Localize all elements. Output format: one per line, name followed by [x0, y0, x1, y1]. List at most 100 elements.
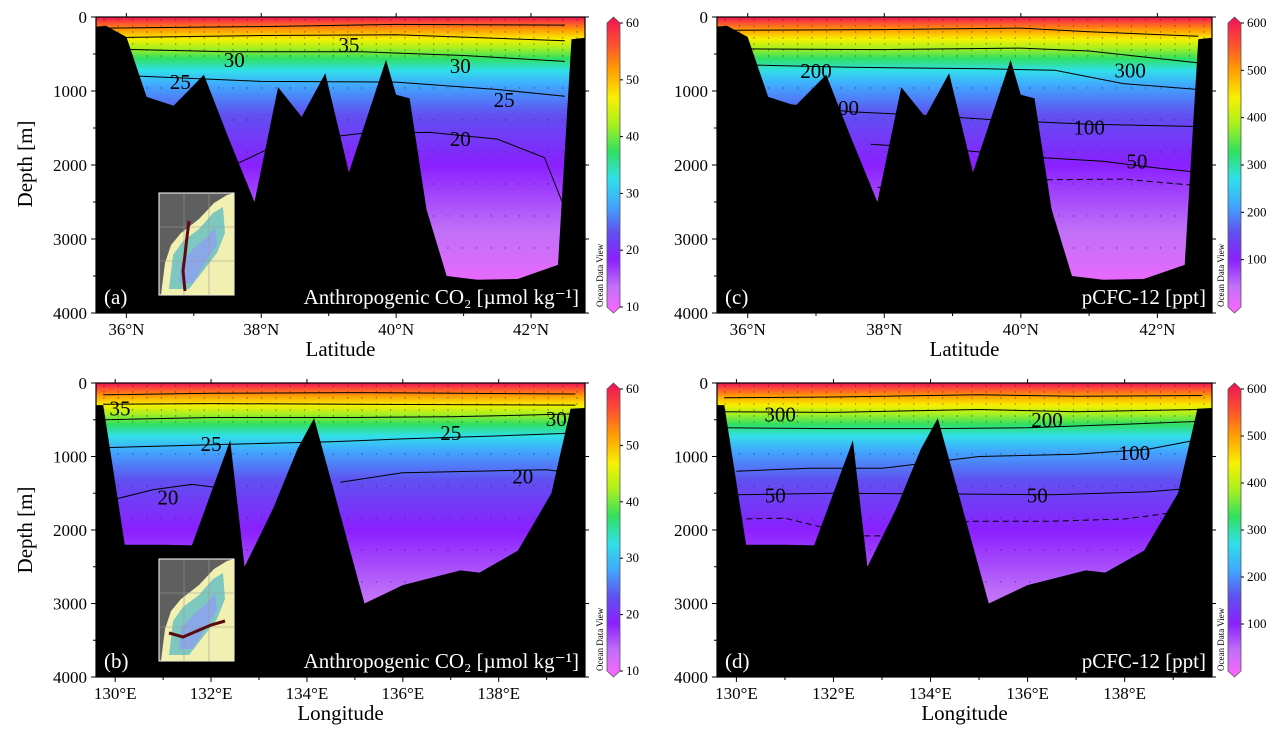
section-track — [168, 619, 226, 639]
contour-20 — [115, 483, 216, 500]
bathymetry — [717, 405, 1212, 677]
x-tick-label: 136°E — [1006, 684, 1049, 703]
y-tick-label: 0 — [79, 8, 88, 27]
contour-400 — [727, 27, 1199, 37]
contour-40 — [103, 392, 576, 396]
x-tick-label: 132°E — [190, 684, 233, 703]
x-tick-label: 130°E — [715, 684, 758, 703]
contour-label: 30 — [546, 407, 567, 431]
panel-letter: (a) — [104, 285, 127, 309]
x-tick-label: 40°N — [1003, 320, 1039, 339]
panel-c: 200 300 100 100 50 (c) pCFC-12 [ppt] 0 1000 2000 3… — [674, 8, 1267, 361]
y-tick-label: 4000 — [674, 668, 708, 687]
panel-caption: Anthropogenic CO₂ [µmol kg⁻¹] — [304, 285, 579, 309]
contour-label: 35 — [338, 33, 359, 57]
panel-caption: pCFC-12 [ppt] — [1082, 285, 1206, 309]
contour-label: 25 — [494, 88, 515, 112]
colorbar-tick-label: 40 — [626, 129, 639, 144]
contour-200 — [724, 420, 1203, 430]
x-tick-label: 40°N — [378, 320, 414, 339]
y-tick-label: 4000 — [53, 304, 87, 323]
contour-30 — [103, 413, 576, 421]
colorbar-tick-label: 400 — [1247, 110, 1267, 125]
panel-a: 30 35 30 25 25 20 (a) Anthropogenic CO₂ [µmol k… — [53, 8, 639, 361]
panel-caption: Anthropogenic CO₂ [µmol kg⁻¹] — [304, 649, 579, 673]
odv-watermark: Ocean Data View — [1216, 243, 1226, 307]
contour-50 — [736, 486, 1203, 496]
y-tick-label: 2000 — [674, 521, 708, 540]
colorbar-tick-label: 50 — [626, 437, 639, 452]
contour-25 — [106, 74, 565, 97]
y-tick-label: 3000 — [674, 595, 708, 614]
odv-watermark: Ocean Data View — [595, 607, 605, 671]
colorbar-tick-label: 600 — [1247, 15, 1267, 30]
x-tick-label: 42°N — [1139, 320, 1175, 339]
x-axis-title: Longitude — [921, 701, 1007, 725]
inset-map — [158, 192, 235, 296]
y-tick-label: 1000 — [53, 448, 87, 467]
contour-20 — [736, 508, 1198, 537]
contour-label: 30 — [224, 48, 245, 72]
colorbar-tick-label: 500 — [1247, 428, 1267, 443]
colorbar-tick-label: 40 — [626, 494, 639, 509]
contour-label: 25 — [170, 70, 191, 94]
contour-25 — [103, 432, 576, 449]
y-axis-title-top: Depth [m] — [13, 121, 37, 208]
bathymetry — [717, 25, 1212, 313]
x-axis-title: Longitude — [297, 701, 383, 725]
colorbar-tick-label: 30 — [626, 550, 639, 565]
y-tick-label: 3000 — [53, 595, 87, 614]
contour-lines — [103, 392, 576, 500]
y-tick-label: 2000 — [53, 156, 87, 175]
colorbar-tick-label: 10 — [626, 299, 639, 314]
x-tick-label: 138°E — [477, 684, 520, 703]
odv-watermark: Ocean Data View — [595, 243, 605, 307]
contour-label: 100 — [1073, 115, 1105, 139]
y-tick-label: 2000 — [53, 521, 87, 540]
colorbar-tick-label: 20 — [626, 242, 639, 257]
contour-label: 20 — [512, 464, 533, 488]
contour-30 — [106, 48, 565, 62]
colorbar: 10 20 30 40 50 60 Ocean Data View — [595, 15, 639, 314]
contour-label: 200 — [800, 59, 832, 83]
panel-caption: pCFC-12 [ppt] — [1082, 649, 1206, 673]
contour-40 — [106, 23, 565, 29]
x-tick-label: 132°E — [812, 684, 855, 703]
contour-label: 20 — [450, 127, 471, 151]
y-tick-label: 3000 — [53, 230, 87, 249]
plot-area: 200 300 100 100 50 — [717, 17, 1212, 313]
colorbar-tick-label: 300 — [1247, 157, 1267, 172]
y-tick-label: 1000 — [53, 82, 87, 101]
contour-200 — [727, 63, 1199, 90]
inset-map — [158, 558, 235, 662]
contour-label: 25 — [201, 432, 222, 456]
y-tick-label: 0 — [700, 374, 709, 393]
y-axis-title-bottom: Depth [m] — [13, 487, 37, 574]
contour-label: 100 — [1119, 441, 1151, 465]
colorbar-tick-label: 60 — [626, 15, 639, 30]
contour-label: 300 — [1114, 58, 1146, 82]
y-tick-label: 0 — [700, 8, 709, 27]
colorbar-tick-label: 300 — [1247, 522, 1267, 537]
contour-label: 30 — [450, 54, 471, 78]
contour-35 — [106, 34, 565, 42]
panel-b: 35 25 25 30 20 20 (b) Anthropogenic CO₂ [µmol k… — [53, 374, 639, 725]
section-track — [181, 220, 191, 292]
y-tick-label: 4000 — [53, 668, 87, 687]
contour-300 — [727, 47, 1199, 64]
panel-letter: (b) — [104, 649, 129, 673]
y-tick-label: 2000 — [674, 156, 708, 175]
contour-lines — [724, 394, 1203, 537]
x-axis-title: Latitude — [306, 337, 376, 361]
colorbar-tick-label: 20 — [626, 607, 639, 622]
y-tick-label: 3000 — [674, 230, 708, 249]
colorbar-tick-label: 50 — [626, 72, 639, 87]
contour-label: 20 — [157, 486, 178, 510]
y-tick-label: 1000 — [674, 82, 708, 101]
x-tick-label: 36°N — [730, 320, 766, 339]
colorbar: 100 200 300 400 500 600 Ocean Data View — [1216, 381, 1267, 678]
colorbar-tick-label: 100 — [1247, 252, 1267, 267]
colorbar-tick-label: 200 — [1247, 569, 1267, 584]
colorbar-tick-label: 400 — [1247, 475, 1267, 490]
